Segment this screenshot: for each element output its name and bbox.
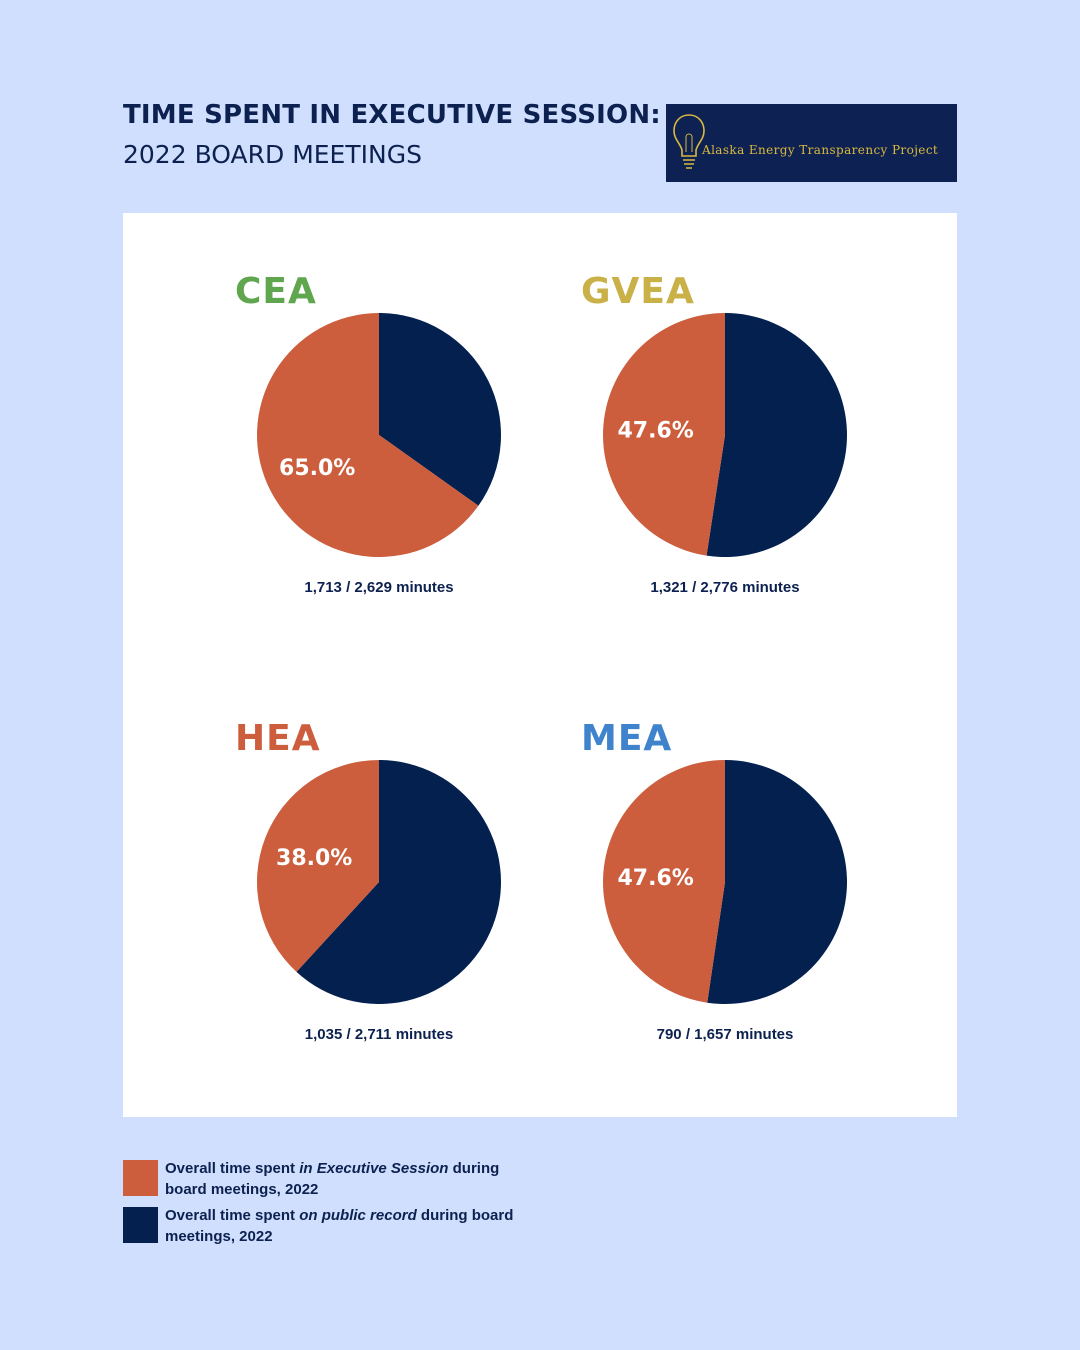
pie-slice-executive: [257, 760, 379, 972]
page-header: TIME SPENT IN EXECUTIVE SESSION: 2022 BO…: [123, 100, 661, 169]
chart-caption: 1,713 / 2,629 minutes: [304, 579, 454, 596]
pie-data-label: 65.0%: [279, 456, 355, 481]
pie-svg: 38.0%: [257, 760, 502, 1004]
chart-title: GVEA: [581, 271, 695, 312]
chart-caption: 790 / 1,657 minutes: [656, 1026, 794, 1043]
pie-svg: 47.6%: [603, 313, 848, 557]
page-title: TIME SPENT IN EXECUTIVE SESSION:: [123, 100, 661, 130]
pie-slice-public: [296, 760, 502, 1004]
chart-caption: 1,035 / 2,711 minutes: [304, 1026, 454, 1043]
pie-slice-public: [379, 313, 501, 506]
chart-title: HEA: [235, 718, 321, 759]
pie-chart-mea: MEA 47.6% 790 / 1,657 minutes: [469, 660, 848, 1043]
pie-chart-gvea: GVEA 47.6% 1,321 / 2,776 minutes: [469, 213, 848, 596]
legend-label-executive: Overall time spent in Executive Session …: [165, 1160, 500, 1198]
logo: Alaska Energy Transparency Project: [666, 104, 957, 182]
page-subtitle: 2022 BOARD MEETINGS: [123, 140, 422, 169]
pie-svg: 65.0%: [256, 313, 501, 557]
pie-data-label: 47.6%: [617, 419, 693, 444]
legend-swatch-public: [123, 1207, 158, 1243]
logo-text: Alaska Energy Transparency Project: [702, 143, 939, 157]
pie-slice-executive: [603, 760, 725, 1003]
legend-swatch-executive: [123, 1160, 158, 1196]
pie-chart-hea: HEA 38.0% 1,035 / 2,711 minutes: [123, 660, 502, 1043]
chart-title: CEA: [235, 271, 317, 312]
pie-slice-public: [707, 760, 848, 1004]
pie-slice-executive: [603, 313, 725, 556]
legend-label-public: Overall time spent on public record duri…: [165, 1207, 514, 1245]
pie-chart-cea: CEA 65.0% 1,713 / 2,629 minutes: [123, 213, 501, 596]
chart-caption: 1,321 / 2,776 minutes: [650, 579, 800, 596]
chart-title: MEA: [581, 718, 673, 759]
charts-panel: CEA 65.0% 1,713 / 2,629 minutes GVEA 47.…: [123, 213, 957, 1117]
pie-data-label: 38.0%: [276, 846, 352, 871]
pie-slice-public: [706, 313, 848, 557]
pie-data-label: 47.6%: [617, 866, 693, 891]
lightbulb-icon: [673, 114, 705, 169]
pie-svg: 47.6%: [603, 760, 848, 1004]
pie-slice-executive: [256, 313, 479, 557]
